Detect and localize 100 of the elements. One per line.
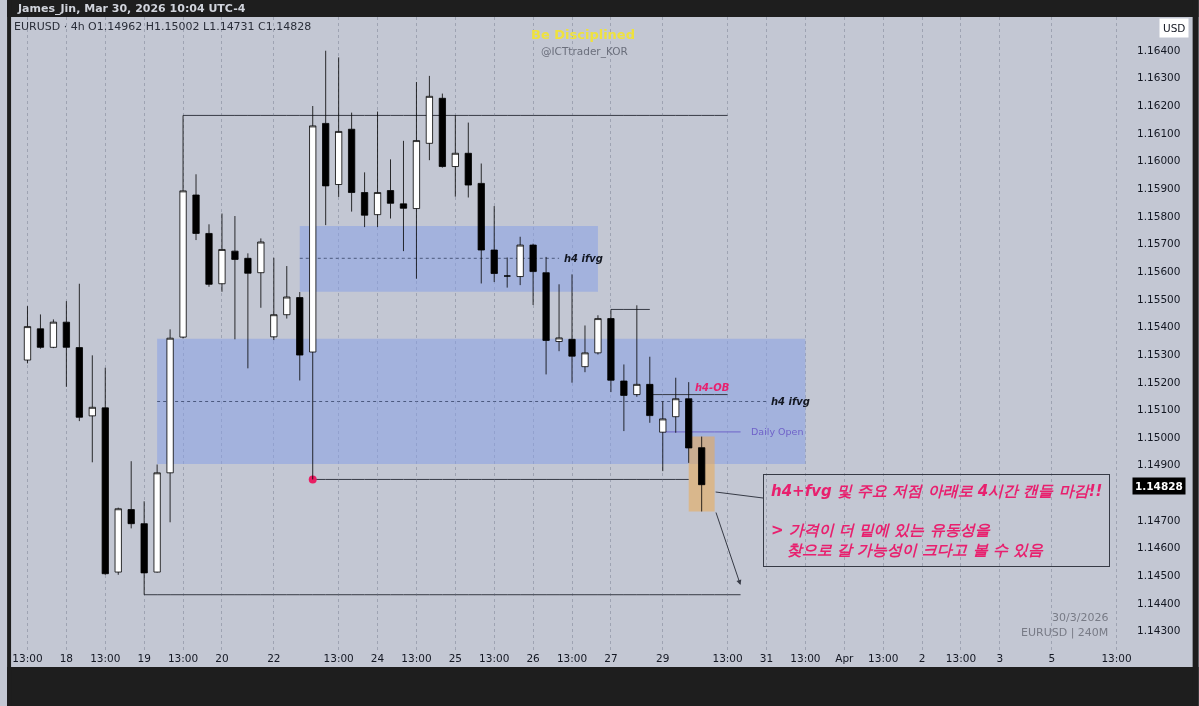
x-tick-label: 13:00: [712, 651, 743, 664]
y-tick-label: 1.15500: [1137, 292, 1181, 305]
candlestick: [568, 273, 576, 384]
text: h4+fvg 및 주요 저점 아래로 4시간 캔들 마감!! > 가격이 더 밑에 있는 유동성을 찾으로 갈 가능성이 크다고 볼 수 있음: [771, 482, 1103, 559]
candlestick: [296, 291, 304, 381]
y-tick-label: 1.14400: [1137, 596, 1181, 609]
x-tick-label: 13:00: [323, 651, 354, 664]
candlestick: [620, 364, 628, 432]
x-tick-label: 19: [137, 651, 151, 664]
candlestick: [322, 50, 330, 226]
candlestick: [192, 173, 200, 241]
x-tick-label: 25: [448, 651, 463, 664]
candlestick: [529, 243, 537, 306]
candlestick: [283, 265, 291, 319]
series-label: h4 ifvg: [771, 396, 811, 407]
y-tick-label: 1.16400: [1137, 43, 1181, 56]
y-tick-label: 1.16200: [1137, 99, 1181, 112]
candlestick: [503, 257, 511, 289]
x-tick-label: 13:00: [167, 651, 199, 664]
candlestick: [270, 257, 278, 341]
candlestick: [477, 163, 485, 284]
y-tick-label: 1.15600: [1137, 264, 1181, 277]
y-tick-label: 1.15700: [1137, 237, 1181, 250]
candlestick: [75, 283, 83, 422]
annotation: @ICTtrader_KOR: [541, 45, 628, 58]
candlestick: [607, 309, 615, 393]
x-tick-label: 3: [996, 651, 1004, 664]
x-tick-label: 13:00: [90, 651, 121, 664]
x-tick-label: 13:00: [556, 651, 588, 664]
y-tick-label: 1.16100: [1137, 126, 1181, 139]
x-tick-label: 20: [215, 651, 229, 664]
candlestick: [140, 500, 148, 596]
series-label: Daily Open: [751, 426, 804, 437]
annotation: Be Disciplined: [531, 27, 635, 42]
candlestick: [335, 56, 343, 198]
candlestick: [685, 381, 693, 464]
annotation: EURUSD | 240M: [1021, 626, 1109, 639]
x-tick-label: 2: [918, 651, 926, 664]
annotation: 1.14828: [1135, 480, 1183, 492]
candlestick: [490, 205, 498, 283]
y-tick-label: 1.14900: [1137, 458, 1181, 471]
chart-title: EURUSD · 4h O1.14962 H1.15002 L1.14731 C1.14828: [14, 19, 312, 33]
candlestick: [555, 283, 563, 352]
x-tick-label: 13:00: [479, 651, 510, 664]
y-tick-label: 1.14500: [1137, 569, 1181, 582]
candlestick: [594, 314, 602, 355]
candlestick: [633, 304, 641, 398]
x-tick-label: 13:00: [12, 651, 43, 664]
y-tick-label: 1.14600: [1137, 541, 1181, 554]
x-tick-label: 29: [656, 651, 670, 664]
candlestick: [659, 400, 667, 472]
candlestick: [166, 328, 174, 523]
x-tick-label: 18: [59, 651, 74, 664]
x-tick-label: 26: [526, 651, 541, 664]
candlestick: [516, 236, 524, 286]
candlestick: [581, 325, 589, 373]
y-tick-label: 1.16300: [1137, 71, 1181, 84]
y-tick-label: 1.15800: [1137, 209, 1181, 222]
candlestick: [361, 171, 369, 228]
candlestick: [49, 319, 57, 349]
candlestick: [36, 314, 45, 350]
y-axis-title: USD: [1163, 22, 1186, 34]
candlestick: [438, 93, 446, 169]
annotation: 30/3/2026: [1052, 611, 1109, 624]
x-tick-label: Apr: [835, 651, 855, 664]
candlestick: [23, 305, 32, 364]
x-tick-label: 5: [1048, 651, 1056, 664]
y-tick-label: 1.15300: [1137, 347, 1181, 360]
candlestick: [386, 158, 395, 219]
y-tick-label: 1.15900: [1137, 182, 1181, 195]
candlestick: [451, 114, 459, 198]
candlestick: [62, 300, 70, 388]
candlestick: [114, 507, 122, 576]
x-tick-label: 22: [267, 651, 281, 664]
y-tick-label: 1.15400: [1137, 320, 1181, 333]
candlestick: [373, 111, 382, 228]
candlestick: [257, 238, 265, 309]
y-tick-label: 1.15200: [1137, 375, 1181, 388]
y-tick-label: 1.16000: [1137, 154, 1181, 167]
candlestick: [218, 213, 226, 293]
candlestick: [101, 367, 109, 576]
candlestick: [88, 354, 96, 463]
candlestick: [127, 460, 135, 529]
candlestick: [399, 140, 408, 252]
series-label: h4 ifvg: [564, 253, 604, 264]
candlestick: [425, 75, 433, 161]
y-tick-label: 1.15000: [1137, 430, 1181, 443]
x-tick-label: 13:00: [401, 651, 432, 664]
candlestick: [153, 464, 161, 573]
x-tick-label: 27: [604, 651, 618, 664]
candlestick: [698, 436, 706, 512]
x-tick-label: 31: [759, 651, 774, 664]
x-tick-label: 13:00: [1101, 651, 1132, 664]
candlestick: [231, 215, 239, 340]
x-tick-label: 24: [370, 651, 385, 664]
candlestick: [348, 112, 356, 212]
y-tick-label: 1.15100: [1137, 403, 1181, 416]
candlestick: [646, 356, 654, 424]
candlestick: [542, 256, 550, 375]
candlestick: [412, 81, 421, 280]
